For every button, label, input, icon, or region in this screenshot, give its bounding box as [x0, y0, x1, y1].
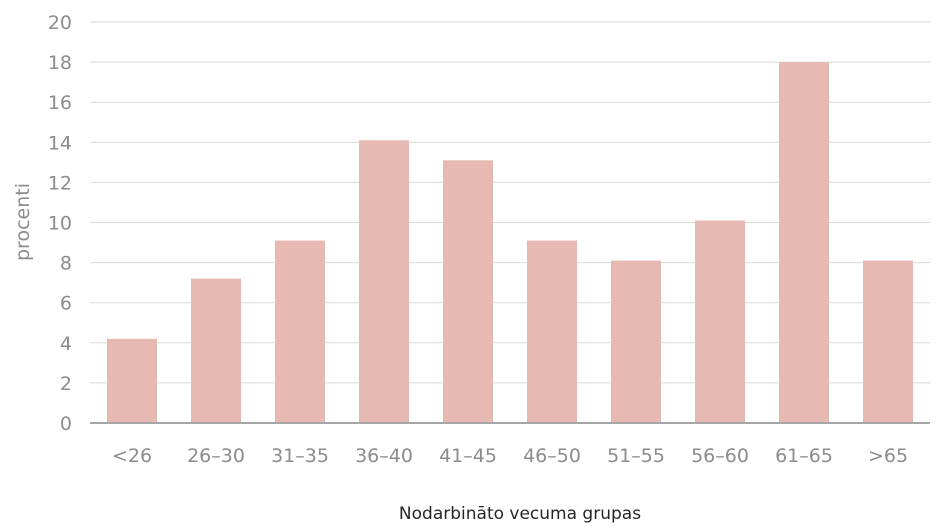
- bar: [443, 160, 493, 423]
- x-tick-label: 41–45: [439, 445, 497, 467]
- x-tick-label: 26–30: [187, 445, 245, 467]
- y-tick-label: 6: [60, 293, 72, 315]
- y-tick-label: 0: [60, 413, 72, 435]
- bar: [863, 260, 913, 423]
- bar: [527, 240, 577, 423]
- x-tick-label: 46–50: [523, 445, 581, 467]
- bar: [695, 220, 745, 423]
- y-tick-label: 16: [48, 92, 72, 114]
- x-tick-label: 31–35: [271, 445, 329, 467]
- y-tick-label: 4: [60, 333, 72, 355]
- y-axis-ticks: 0 2 4 6 8 10 12 14 16 18 20: [48, 12, 72, 435]
- bar: [359, 140, 409, 424]
- bar: [779, 62, 829, 423]
- bar: [611, 260, 661, 423]
- y-tick-label: 20: [48, 12, 72, 34]
- x-tick-label: >65: [868, 445, 908, 467]
- x-axis-ticks: <26 26–30 31–35 36–40 41–45 46–50 51–55 56–60 61…: [112, 445, 908, 467]
- x-tick-label: 61–65: [775, 445, 833, 467]
- y-tick-label: 2: [60, 373, 72, 395]
- bar: [107, 338, 157, 423]
- bar: [275, 240, 325, 423]
- x-axis-title: Nodarbināto vecuma grupas: [399, 504, 641, 524]
- y-tick-label: 8: [60, 253, 72, 275]
- x-tick-label: 51–55: [607, 445, 665, 467]
- x-tick-label: <26: [112, 445, 152, 467]
- y-tick-label: 14: [48, 132, 72, 154]
- bar: [191, 278, 241, 423]
- y-axis-title: procenti: [12, 183, 34, 261]
- y-tick-label: 12: [48, 172, 72, 194]
- y-tick-label: 18: [48, 52, 72, 74]
- y-tick-label: 10: [48, 213, 72, 235]
- x-tick-label: 56–60: [691, 445, 749, 467]
- x-tick-label: 36–40: [355, 445, 413, 467]
- bars: [107, 62, 913, 424]
